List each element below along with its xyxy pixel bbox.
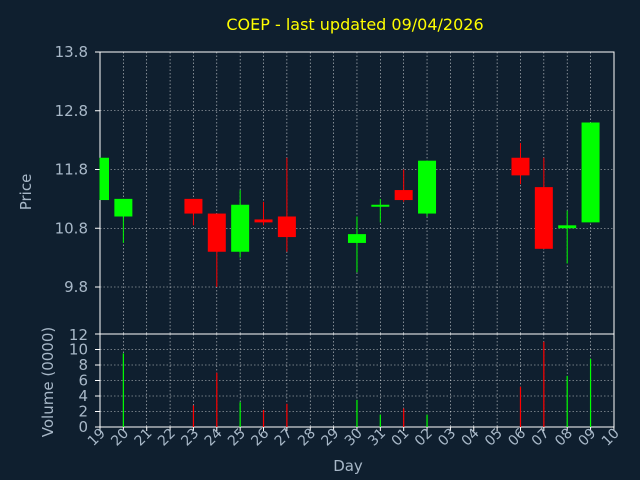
volume-tick-label: 6 <box>78 372 88 390</box>
x-tick-label: 26 <box>248 425 272 449</box>
x-tick-label: 29 <box>319 426 343 450</box>
x-tick-label: 05 <box>482 426 506 450</box>
candle-body <box>347 234 366 243</box>
x-tick-label: 28 <box>295 426 319 450</box>
x-tick-label: 04 <box>459 425 483 449</box>
x-tick-label: 22 <box>155 426 179 450</box>
price-axis-label: Price <box>17 174 35 211</box>
volume-tick-label: 0 <box>78 418 88 436</box>
volume-tick-label: 10 <box>69 341 88 359</box>
x-tick-label: 06 <box>505 425 529 449</box>
candle-body <box>581 122 600 223</box>
x-tick-label: 07 <box>529 426 553 450</box>
x-tick-label: 08 <box>552 426 576 450</box>
candle-body <box>231 204 250 252</box>
volume-axis-label: Volume (0000) <box>39 327 57 437</box>
candle-body <box>534 187 553 249</box>
candle-body <box>394 190 413 201</box>
x-tick-label: 24 <box>202 425 226 449</box>
candle-body <box>114 198 133 217</box>
x-tick-label: 10 <box>599 426 623 450</box>
x-tick-label: 27 <box>272 426 296 450</box>
candle-body <box>558 225 577 229</box>
x-tick-label: 20 <box>108 426 132 450</box>
candle-body <box>100 157 109 201</box>
price-tick-label: 12.8 <box>55 102 88 120</box>
candle-body <box>511 157 530 176</box>
price-tick-label: 13.8 <box>55 43 88 61</box>
x-axis-label: Day <box>333 457 363 475</box>
candle-body <box>207 213 226 252</box>
x-tick-label: 21 <box>132 426 156 450</box>
volume-tick-label: 2 <box>78 403 88 421</box>
x-tick-label: 23 <box>178 426 202 450</box>
x-tick-label: 03 <box>435 426 459 450</box>
x-tick-label: 02 <box>412 426 436 450</box>
x-tick-label: 25 <box>225 426 249 450</box>
volume-tick-label: 8 <box>78 356 88 374</box>
chart-title: COEP - last updated 09/04/2026 <box>226 15 483 34</box>
x-tick-label: 30 <box>342 426 366 450</box>
volume-tick-label: 4 <box>78 387 88 405</box>
candle-body <box>371 204 390 207</box>
x-tick-label: 31 <box>365 426 389 450</box>
x-tick-label: 09 <box>575 426 599 450</box>
candle-body <box>254 219 273 223</box>
price-panel: 13.8 12.8 11.8 10.8 9.8 <box>55 43 615 335</box>
x-tick-label: 01 <box>389 426 413 450</box>
candle-body <box>277 216 296 238</box>
x-tick-label: 19 <box>85 426 109 450</box>
candle-body <box>418 160 437 214</box>
volume-tick-label: 12 <box>69 326 88 344</box>
candle-body <box>184 198 203 214</box>
price-tick-label: 11.8 <box>55 161 88 179</box>
price-tick-label: 9.8 <box>64 278 88 296</box>
price-tick-label: 10.8 <box>55 219 88 237</box>
